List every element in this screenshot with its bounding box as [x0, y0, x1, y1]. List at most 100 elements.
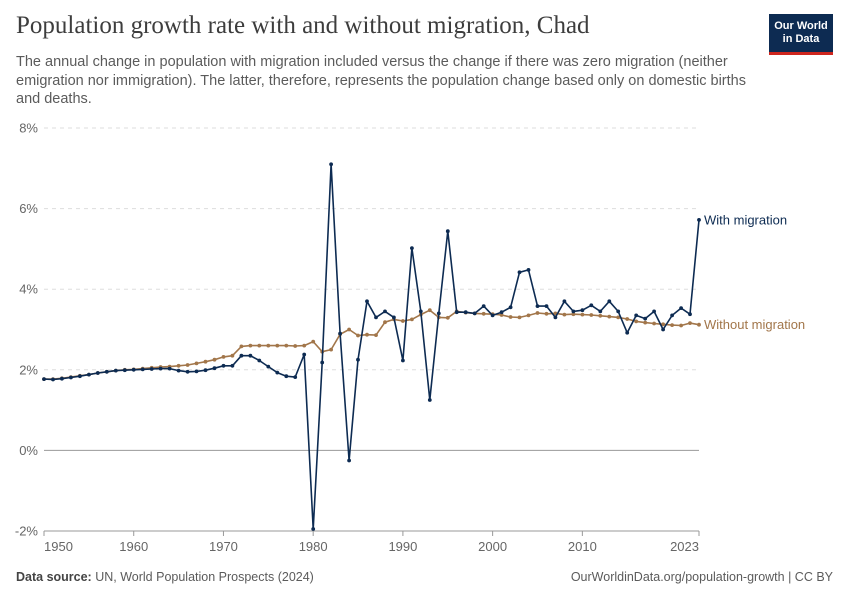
data-point[interactable] — [643, 320, 648, 325]
data-point[interactable] — [230, 363, 235, 368]
data-point[interactable] — [670, 313, 674, 318]
data-point[interactable] — [392, 315, 396, 320]
data-point[interactable] — [203, 359, 208, 364]
data-point[interactable] — [544, 311, 549, 316]
data-point[interactable] — [679, 323, 683, 328]
data-point[interactable] — [598, 313, 603, 318]
data-point[interactable] — [436, 311, 441, 316]
data-point[interactable] — [365, 332, 369, 337]
data-point[interactable] — [571, 309, 576, 314]
data-point[interactable] — [329, 162, 333, 167]
data-point[interactable] — [410, 246, 414, 251]
data-point[interactable] — [311, 527, 316, 531]
data-point[interactable] — [266, 364, 271, 369]
data-point[interactable] — [383, 309, 387, 314]
data-point[interactable] — [562, 312, 567, 317]
data-point[interactable] — [418, 309, 423, 314]
data-point[interactable] — [113, 368, 118, 373]
data-point[interactable] — [508, 305, 513, 310]
data-point[interactable] — [499, 310, 504, 315]
data-point[interactable] — [652, 309, 656, 314]
data-point[interactable] — [652, 321, 656, 326]
data-point[interactable] — [221, 363, 226, 368]
data-point[interactable] — [104, 369, 109, 374]
data-point[interactable] — [284, 343, 289, 348]
data-point[interactable] — [42, 377, 46, 381]
data-point[interactable] — [688, 321, 692, 325]
data-point[interactable] — [499, 313, 504, 317]
data-point[interactable] — [167, 366, 172, 371]
data-point[interactable] — [374, 315, 378, 320]
data-point[interactable] — [320, 360, 325, 365]
data-point[interactable] — [607, 314, 612, 319]
data-point[interactable] — [661, 327, 665, 332]
data-point[interactable] — [302, 343, 307, 348]
data-point[interactable] — [302, 352, 307, 357]
data-point[interactable] — [517, 315, 522, 320]
data-point[interactable] — [410, 317, 414, 322]
data-point[interactable] — [78, 374, 82, 379]
data-point[interactable] — [311, 339, 316, 344]
data-point[interactable] — [212, 357, 217, 362]
data-point[interactable] — [69, 375, 73, 380]
data-point[interactable] — [535, 311, 540, 315]
data-point[interactable] — [185, 369, 190, 374]
data-point[interactable] — [481, 311, 486, 316]
data-point[interactable] — [445, 229, 450, 234]
data-point[interactable] — [481, 304, 486, 308]
data-point[interactable] — [131, 367, 136, 372]
data-point[interactable] — [688, 312, 692, 317]
data-point[interactable] — [293, 344, 298, 348]
data-point[interactable] — [427, 308, 432, 313]
data-point[interactable] — [248, 353, 253, 358]
data-point[interactable] — [571, 312, 576, 317]
data-point[interactable] — [454, 310, 459, 315]
data-point[interactable] — [51, 377, 55, 382]
data-point[interactable] — [580, 312, 585, 317]
data-point[interactable] — [670, 323, 674, 327]
data-point[interactable] — [427, 398, 432, 402]
data-point[interactable] — [383, 320, 387, 325]
data-point[interactable] — [508, 315, 513, 319]
data-point[interactable] — [230, 353, 235, 358]
data-point[interactable] — [643, 316, 648, 321]
data-point[interactable] — [194, 369, 199, 374]
source-url[interactable]: OurWorldinData.org/population-growth | C… — [570, 570, 833, 584]
data-point[interactable] — [347, 458, 351, 463]
data-point[interactable] — [616, 315, 621, 320]
data-point[interactable] — [257, 343, 262, 348]
data-point[interactable] — [616, 309, 621, 314]
data-point[interactable] — [284, 374, 289, 379]
data-point[interactable] — [445, 315, 450, 320]
data-point[interactable] — [122, 368, 127, 373]
data-point[interactable] — [365, 299, 369, 304]
data-point[interactable] — [598, 309, 603, 314]
data-point[interactable] — [401, 358, 405, 363]
data-point[interactable] — [185, 363, 190, 367]
data-point[interactable] — [535, 304, 540, 308]
owid-logo[interactable]: Our World in Data — [769, 14, 833, 55]
data-point[interactable] — [553, 315, 558, 320]
data-point[interactable] — [697, 218, 701, 222]
data-point[interactable] — [338, 331, 342, 336]
data-point[interactable] — [275, 343, 280, 348]
series-line-with-migration[interactable] — [43, 163, 700, 530]
data-point[interactable] — [589, 313, 594, 317]
data-point[interactable] — [194, 361, 199, 366]
data-point[interactable] — [275, 370, 280, 375]
data-point[interactable] — [257, 358, 262, 363]
data-point[interactable] — [212, 366, 217, 371]
data-point[interactable] — [149, 367, 154, 371]
data-point[interactable] — [661, 322, 665, 327]
data-point[interactable] — [589, 303, 594, 308]
data-point[interactable] — [634, 319, 639, 324]
data-point[interactable] — [607, 299, 612, 304]
data-point[interactable] — [329, 347, 333, 352]
data-point[interactable] — [203, 368, 208, 373]
data-point[interactable] — [625, 317, 630, 321]
data-point[interactable] — [60, 376, 64, 381]
data-point[interactable] — [266, 343, 271, 348]
data-point[interactable] — [679, 306, 683, 310]
data-point[interactable] — [248, 343, 253, 348]
